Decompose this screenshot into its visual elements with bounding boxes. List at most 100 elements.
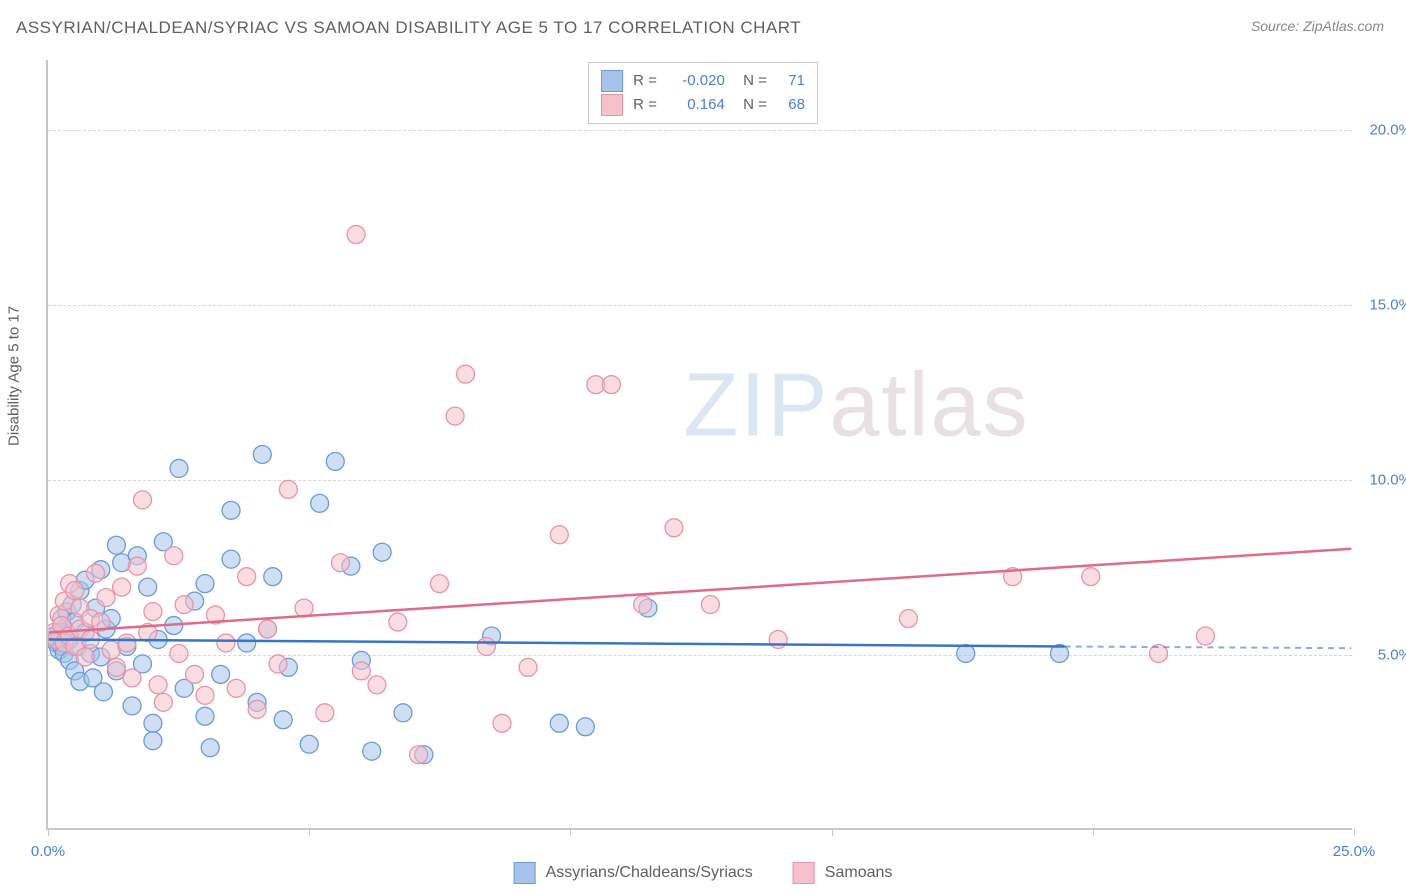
scatter-point xyxy=(144,732,162,750)
scatter-point xyxy=(248,700,266,718)
scatter-point xyxy=(165,547,183,565)
scatter-point xyxy=(368,676,386,694)
chart-plot-area: ZIPatlas 5.0%10.0%15.0%20.0%0.0%25.0% xyxy=(46,60,1352,830)
scatter-point xyxy=(634,596,652,614)
scatter-point xyxy=(107,658,125,676)
scatter-point xyxy=(1082,568,1100,586)
legend-series-label: Assyrians/Chaldeans/Syriacs xyxy=(546,864,753,882)
scatter-point xyxy=(227,679,245,697)
x-tick-label: 25.0% xyxy=(1333,843,1376,860)
legend-r-value: 0.164 xyxy=(667,93,725,117)
scatter-point xyxy=(87,564,105,582)
scatter-point xyxy=(212,665,230,683)
scatter-point xyxy=(196,575,214,593)
scatter-point xyxy=(446,407,464,425)
x-tick-label: 0.0% xyxy=(31,843,65,860)
legend-swatch xyxy=(601,94,623,116)
scatter-point xyxy=(107,536,125,554)
scatter-point xyxy=(347,226,365,244)
y-tick-label: 15.0% xyxy=(1369,297,1406,314)
scatter-point xyxy=(701,596,719,614)
scatter-point xyxy=(94,683,112,701)
scatter-point xyxy=(253,445,271,463)
scatter-point xyxy=(201,739,219,757)
series-legend: Assyrians/Chaldeans/Syriacs Samoans xyxy=(514,862,893,884)
scatter-point xyxy=(576,718,594,736)
scatter-point xyxy=(76,648,94,666)
scatter-point xyxy=(279,480,297,498)
scatter-point xyxy=(295,599,313,617)
chart-title: ASSYRIAN/CHALDEAN/SYRIAC VS SAMOAN DISAB… xyxy=(16,18,801,38)
scatter-point xyxy=(264,568,282,586)
trend-line xyxy=(49,639,1065,646)
scatter-point xyxy=(217,634,235,652)
scatter-point xyxy=(311,494,329,512)
scatter-point xyxy=(300,735,318,753)
legend-row: R = 0.164 N = 68 xyxy=(601,93,805,117)
scatter-point xyxy=(144,714,162,732)
scatter-point xyxy=(238,568,256,586)
scatter-point xyxy=(128,557,146,575)
scatter-point xyxy=(269,655,287,673)
scatter-point xyxy=(66,582,84,600)
trend-line xyxy=(49,549,1352,633)
scatter-point xyxy=(493,714,511,732)
scatter-point xyxy=(332,554,350,572)
y-axis-label: Disability Age 5 to 17 xyxy=(6,306,23,446)
x-tick xyxy=(1354,828,1355,836)
legend-row: R =-0.020 N =71 xyxy=(601,69,805,93)
legend-swatch xyxy=(514,862,536,884)
chart-svg xyxy=(48,60,1352,828)
scatter-point xyxy=(123,669,141,687)
scatter-point xyxy=(389,613,407,631)
legend-r-label: R = xyxy=(633,93,657,117)
scatter-point xyxy=(139,578,157,596)
scatter-point xyxy=(118,634,136,652)
scatter-point xyxy=(373,543,391,561)
scatter-point xyxy=(899,610,917,628)
y-tick-label: 10.0% xyxy=(1369,472,1406,489)
x-tick xyxy=(309,828,310,836)
correlation-legend: R =-0.020 N =71R =0.164 N =68 xyxy=(588,62,818,124)
x-tick xyxy=(570,828,571,836)
scatter-point xyxy=(134,491,152,509)
legend-swatch xyxy=(601,70,623,92)
scatter-point xyxy=(175,596,193,614)
legend-r-value: -0.020 xyxy=(667,69,725,93)
scatter-point xyxy=(352,662,370,680)
scatter-point xyxy=(316,704,334,722)
x-tick xyxy=(832,828,833,836)
legend-n-label: N = xyxy=(735,69,767,93)
scatter-point xyxy=(363,742,381,760)
scatter-point xyxy=(123,697,141,715)
scatter-point xyxy=(550,526,568,544)
x-tick xyxy=(48,828,49,836)
scatter-point xyxy=(196,707,214,725)
x-tick xyxy=(1093,828,1094,836)
legend-item: Samoans xyxy=(793,862,893,884)
scatter-point xyxy=(431,575,449,593)
scatter-point xyxy=(326,452,344,470)
legend-n-value: 68 xyxy=(777,93,805,117)
scatter-point xyxy=(274,711,292,729)
scatter-point xyxy=(457,365,475,383)
legend-item: Assyrians/Chaldeans/Syriacs xyxy=(514,862,753,884)
scatter-point xyxy=(97,589,115,607)
source-credit: Source: ZipAtlas.com xyxy=(1251,18,1384,34)
scatter-point xyxy=(170,459,188,477)
scatter-point xyxy=(957,644,975,662)
scatter-point xyxy=(149,676,167,694)
scatter-point xyxy=(222,550,240,568)
scatter-point xyxy=(154,693,172,711)
scatter-point xyxy=(196,686,214,704)
legend-series-label: Samoans xyxy=(825,864,893,882)
scatter-point xyxy=(519,658,537,676)
legend-r-label: R = xyxy=(633,69,657,93)
scatter-point xyxy=(477,637,495,655)
scatter-point xyxy=(410,746,428,764)
legend-n-label: N = xyxy=(735,93,767,117)
scatter-point xyxy=(394,704,412,722)
scatter-point xyxy=(238,634,256,652)
legend-swatch xyxy=(793,862,815,884)
scatter-point xyxy=(602,376,620,394)
